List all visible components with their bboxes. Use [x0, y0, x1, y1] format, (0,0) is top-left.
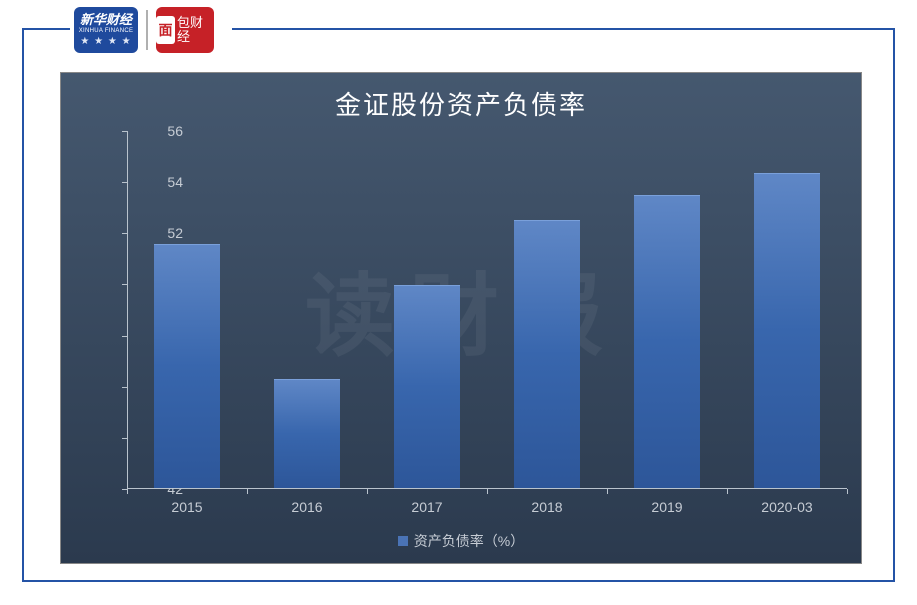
- x-tick-label: 2018: [531, 499, 562, 515]
- x-tick-mark: [847, 489, 848, 494]
- y-axis-line: [127, 131, 128, 489]
- x-tick-label: 2020-03: [761, 499, 812, 515]
- x-tick-mark: [367, 489, 368, 494]
- x-tick-label: 2019: [651, 499, 682, 515]
- chart-panel: 金证股份资产负债率 读财报 42444648505254562015201620…: [60, 72, 862, 564]
- y-tick-label: 54: [133, 174, 183, 190]
- y-tick-mark: [122, 182, 127, 183]
- legend-swatch: [398, 536, 408, 546]
- x-tick-label: 2015: [171, 499, 202, 515]
- xinhua-logo-stars: ★ ★ ★ ★: [80, 36, 131, 47]
- logo-block: 新华财经 XINHUA FINANCE ★ ★ ★ ★ 面 包财经: [70, 6, 232, 54]
- x-tick-mark: [727, 489, 728, 494]
- bar: [394, 285, 460, 488]
- x-tick-mark: [247, 489, 248, 494]
- mianbao-badge: 面: [156, 16, 175, 44]
- y-tick-mark: [122, 438, 127, 439]
- mianbao-caijing-logo: 面 包财经: [156, 7, 214, 53]
- y-tick-label: 56: [133, 123, 183, 139]
- y-tick-mark: [122, 387, 127, 388]
- xinhua-finance-logo: 新华财经 XINHUA FINANCE ★ ★ ★ ★: [74, 7, 138, 53]
- xinhua-logo-en: XINHUA FINANCE: [79, 28, 134, 35]
- y-tick-label: 52: [133, 225, 183, 241]
- x-tick-mark: [487, 489, 488, 494]
- chart-title: 金证股份资产负债率: [61, 85, 861, 122]
- legend-label: 资产负债率（%）: [414, 531, 524, 551]
- bar: [634, 195, 700, 488]
- x-tick-mark: [607, 489, 608, 494]
- bar: [274, 379, 340, 488]
- y-tick-mark: [122, 284, 127, 285]
- y-tick-mark: [122, 336, 127, 337]
- y-tick-mark: [122, 131, 127, 132]
- mianbao-text: 包财经: [177, 16, 214, 43]
- x-tick-label: 2016: [291, 499, 322, 515]
- bar: [754, 173, 820, 488]
- xinhua-logo-cn: 新华财经: [80, 13, 132, 27]
- logo-divider: [146, 10, 148, 50]
- x-tick-mark: [127, 489, 128, 494]
- chart-legend: 资产负债率（%）: [61, 531, 861, 551]
- bar: [154, 244, 220, 488]
- plot-area: 4244464850525456201520162017201820192020…: [127, 131, 847, 489]
- y-tick-mark: [122, 233, 127, 234]
- x-tick-label: 2017: [411, 499, 442, 515]
- bar: [514, 220, 580, 489]
